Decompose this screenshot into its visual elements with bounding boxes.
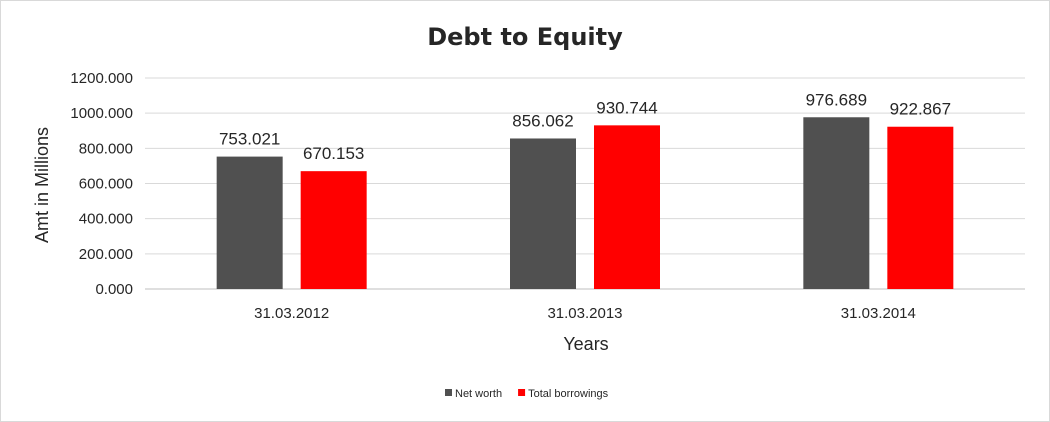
chart-title: Debt to Equity (427, 23, 623, 51)
legend-swatch (445, 389, 452, 396)
y-axis-title: Amt in Millions (32, 127, 52, 243)
bar-total-borrowings (300, 171, 367, 289)
y-tick-label: 200.000 (79, 246, 133, 263)
y-tick-label: 0.000 (95, 281, 133, 298)
y-tick-label: 800.000 (79, 140, 133, 157)
bar-total-borrowings (594, 125, 660, 289)
x-tick-label: 31.03.2012 (254, 305, 329, 322)
x-axis-title: Years (563, 334, 608, 354)
bar-net-worth (803, 117, 870, 289)
data-label: 930.744 (596, 98, 657, 117)
x-tick-label: 31.03.2013 (547, 305, 622, 322)
data-label: 753.021 (219, 130, 280, 149)
bar-net-worth (216, 156, 283, 289)
x-axis-ticks: 31.03.2012 31.03.2013 31.03.2014 (254, 305, 916, 322)
data-labels: 753.021 670.153 856.062 930.744 976.689 922.8… (219, 90, 951, 163)
data-label: 856.062 (512, 111, 573, 130)
data-label: 922.867 (890, 100, 951, 119)
y-axis-ticks: 0.000 200.000 400.000 600.000 800.000 1000.00… (70, 70, 133, 298)
bar-total-borrowings (887, 126, 954, 289)
x-tick-label: 31.03.2014 (841, 305, 916, 322)
y-tick-label: 1000.000 (70, 105, 133, 122)
legend-swatch (518, 389, 526, 396)
bar-net-worth (510, 138, 576, 289)
data-label: 670.153 (303, 144, 364, 163)
bars (216, 117, 954, 289)
y-tick-label: 1200.000 (70, 70, 133, 87)
legend: Net worth Total borrowings (445, 388, 609, 400)
gridlines (145, 77, 1025, 290)
y-tick-label: 400.000 (79, 211, 133, 228)
legend-label: Total borrowings (528, 388, 609, 400)
legend-label: Net worth (455, 388, 502, 400)
data-label: 976.689 (806, 90, 867, 109)
y-tick-label: 600.000 (79, 176, 133, 193)
